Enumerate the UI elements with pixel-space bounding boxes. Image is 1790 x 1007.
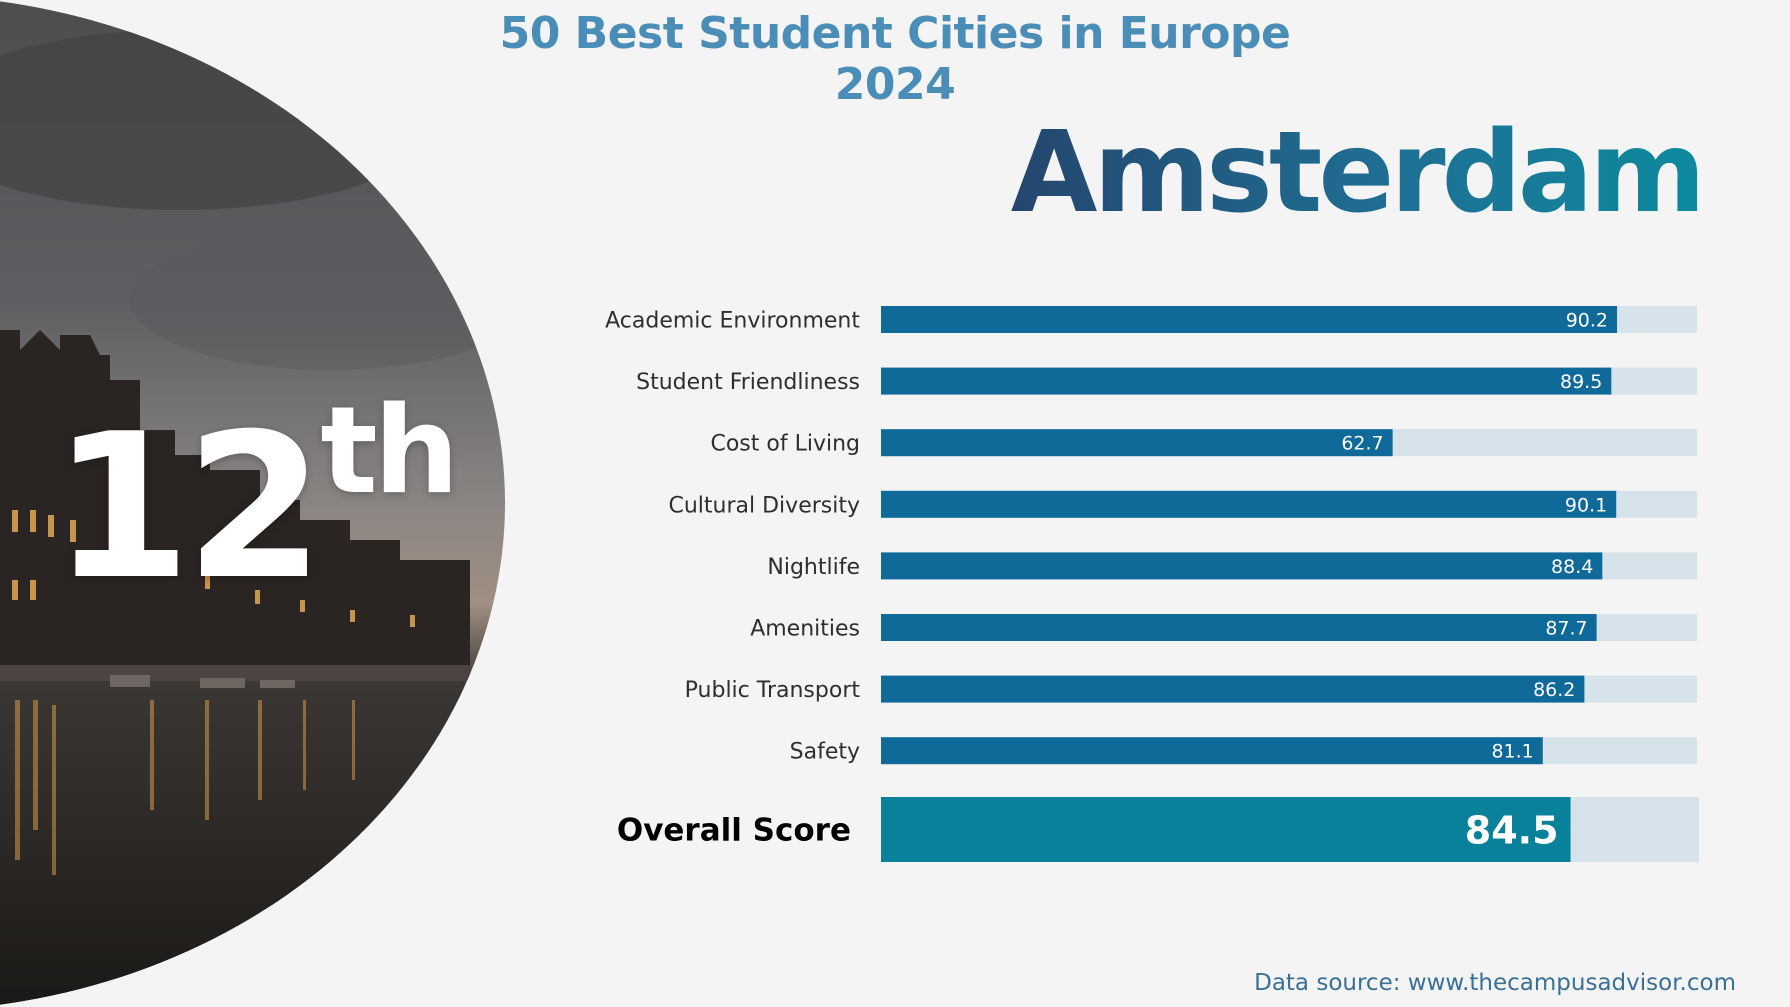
value-label: 90.1 — [1565, 494, 1607, 516]
bar — [881, 737, 1543, 765]
bar — [881, 675, 1585, 703]
bar — [881, 429, 1393, 457]
value-label: 90.2 — [1566, 310, 1608, 332]
value-label: 88.4 — [1551, 556, 1593, 578]
value-label: 87.7 — [1545, 618, 1587, 640]
category-label: Cultural Diversity — [669, 493, 861, 518]
value-label: 81.1 — [1491, 741, 1533, 763]
category-label: Safety — [790, 740, 860, 765]
rank-number: 12 — [52, 391, 324, 624]
category-label: Student Friendliness — [636, 370, 860, 395]
category-label: Cost of Living — [710, 432, 860, 457]
bar — [881, 614, 1597, 641]
bar — [881, 367, 1612, 395]
overall-bar — [881, 797, 1571, 862]
overall-value: 84.5 — [1465, 809, 1559, 853]
category-label: Amenities — [750, 617, 860, 642]
bar — [881, 490, 1617, 518]
value-label: 86.2 — [1533, 679, 1575, 701]
data-source: Data source: www.thecampusadvisor.com — [1254, 970, 1736, 996]
category-label: Nightlife — [767, 555, 860, 580]
value-label: 62.7 — [1341, 433, 1383, 455]
city-name: Amsterdam — [1011, 106, 1706, 240]
category-label: Public Transport — [685, 678, 861, 703]
category-label: Academic Environment — [605, 309, 860, 334]
city-photo — [0, 0, 505, 1007]
city-rank: 12th — [52, 392, 459, 608]
rank-suffix: th — [320, 382, 459, 521]
bar — [881, 306, 1618, 333]
value-label: 89.5 — [1560, 371, 1602, 393]
page-title: 50 Best Student Cities in Europe 2024 — [499, 8, 1291, 110]
bar — [881, 552, 1603, 580]
overall-label: Overall Score — [617, 813, 851, 849]
